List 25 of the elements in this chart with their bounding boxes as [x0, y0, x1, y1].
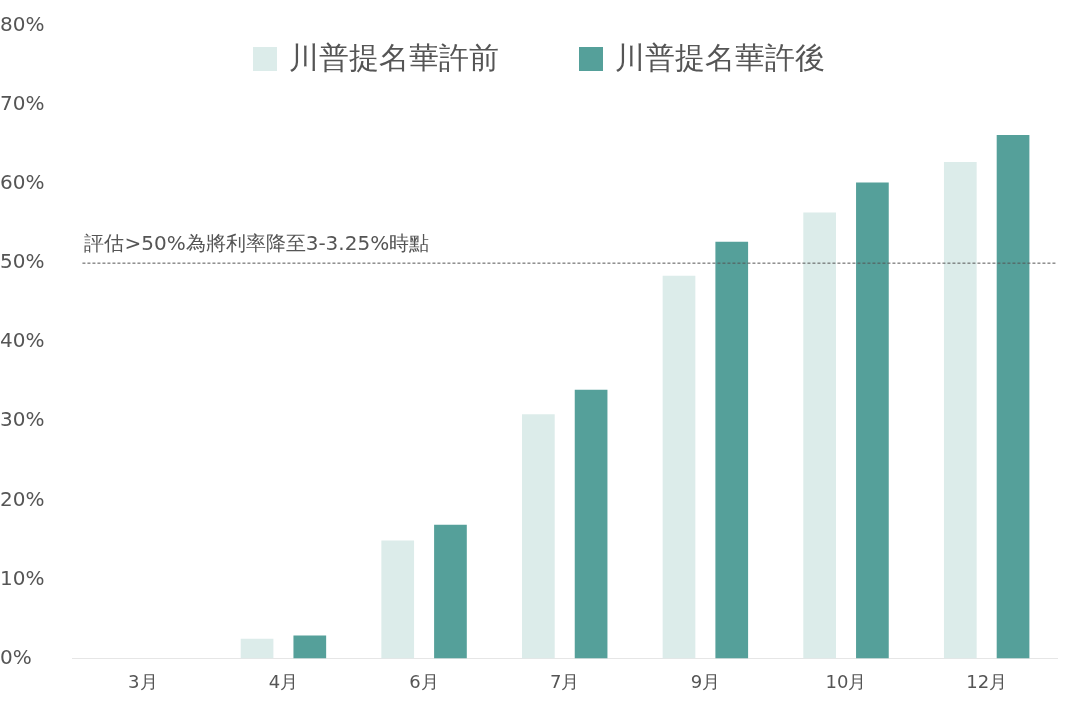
bar	[856, 182, 889, 659]
legend-label: 川普提名華許後	[614, 39, 825, 77]
x-tick-label: 9月	[690, 670, 721, 692]
x-tick-label: 6月	[409, 670, 439, 692]
bar	[574, 389, 608, 659]
y-tick-label: 80%	[0, 12, 45, 37]
x-tick-label: 3月	[128, 670, 158, 692]
y-tick-label: 70%	[0, 91, 45, 116]
bar	[293, 635, 327, 659]
y-tick-label: 50%	[0, 249, 45, 274]
ref-line-label: 評估>50%為將利率降至3-3.25%時點	[84, 231, 430, 256]
y-tick-label: 20%	[0, 486, 45, 511]
y-tick-label: 0%	[0, 644, 32, 669]
x-tick-label: 10月	[825, 670, 867, 692]
bar	[434, 524, 467, 659]
bar	[715, 241, 749, 659]
bar	[996, 135, 1030, 659]
x-tick-label: 4月	[268, 670, 299, 692]
y-tick-label: 40%	[0, 328, 45, 353]
x-tick-label: 12月	[966, 670, 1008, 692]
y-tick-label: 10%	[0, 565, 45, 590]
y-tick-label: 30%	[0, 407, 45, 432]
legend-label: 川普提名華許前	[288, 39, 499, 77]
x-tick-label: 7月	[550, 670, 580, 692]
y-tick-label: 60%	[0, 170, 45, 195]
